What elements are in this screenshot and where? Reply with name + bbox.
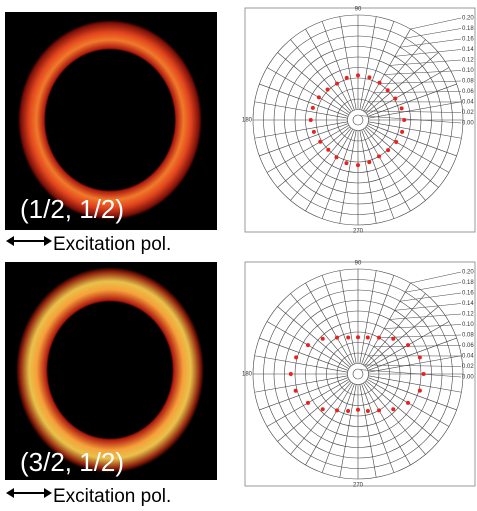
theta-tick-label: 90 [355, 261, 362, 267]
caption: Excitation pol. [53, 486, 171, 506]
data-point [326, 88, 330, 92]
data-point [326, 148, 330, 152]
data-point [377, 336, 381, 340]
r-tick-label: 0.10 [462, 322, 474, 328]
data-point [391, 337, 395, 341]
theta-tick-label: 270 [353, 483, 364, 489]
data-point [306, 401, 310, 405]
r-tick-label: 0.14 [462, 47, 474, 53]
r-tick-label: 0.12 [462, 312, 474, 318]
r-tick-label: 0.10 [462, 68, 474, 74]
data-point [346, 409, 350, 413]
r-tick-label: 0.00 [462, 375, 474, 381]
data-point [344, 161, 348, 165]
data-point [377, 154, 381, 158]
panel-label: (1/2, 1/2) [20, 194, 124, 224]
theta-tick-label: 180 [242, 372, 253, 378]
r-tick-label: 0.12 [462, 58, 474, 64]
data-point [391, 407, 395, 411]
data-point [346, 335, 350, 339]
theta-tick-label: 180 [242, 118, 253, 124]
r-tick-label: 0.20 [462, 270, 474, 276]
data-point [289, 372, 293, 376]
data-point [418, 355, 422, 359]
data-point [335, 336, 339, 340]
data-point [406, 401, 410, 405]
data-point [334, 155, 338, 159]
ring [16, 267, 204, 473]
data-point [309, 118, 313, 122]
r-tick-label: 0.04 [462, 354, 474, 360]
data-point [378, 81, 382, 85]
data-point [377, 408, 381, 412]
figure: (1/2, 1/2) (3/2, 1/2) Excitation pol. Ex… [0, 0, 477, 506]
data-point [335, 408, 339, 412]
r-tick-label: 0.00 [462, 121, 474, 127]
r-tick-label: 0.16 [462, 291, 474, 297]
r-tick-label: 0.06 [462, 343, 474, 349]
data-point [345, 76, 349, 80]
r-tick-label: 0.08 [462, 333, 474, 339]
data-point [402, 118, 406, 122]
r-tick-label: 0.02 [462, 364, 474, 370]
data-point [394, 140, 398, 144]
data-point [400, 130, 404, 134]
data-point [311, 106, 315, 110]
theta-tick-label: 90 [355, 7, 362, 13]
r-tick-label: 0.18 [462, 280, 474, 286]
data-point [306, 343, 310, 347]
r-tick-label: 0.04 [462, 100, 474, 106]
r-tick-label: 0.20 [462, 16, 474, 22]
data-point [294, 355, 298, 359]
data-point [386, 148, 390, 152]
data-point [317, 95, 321, 99]
data-point [418, 389, 422, 393]
data-point [356, 163, 360, 167]
data-point [400, 106, 404, 110]
data-point [393, 96, 397, 100]
data-point [366, 335, 370, 339]
r-tick-label: 0.16 [462, 37, 474, 43]
data-point [367, 75, 371, 79]
caption: Excitation pol. [53, 234, 171, 255]
data-point [406, 343, 410, 347]
data-point [321, 407, 325, 411]
data-point [312, 130, 316, 134]
r-tick-label: 0.14 [462, 301, 474, 307]
r-tick-label: 0.06 [462, 89, 474, 95]
data-point [366, 409, 370, 413]
data-point [356, 408, 360, 412]
data-point [356, 335, 360, 339]
ring [18, 20, 202, 220]
data-point [422, 372, 426, 376]
data-point [386, 88, 390, 92]
panel-label: (3/2, 1/2) [20, 447, 124, 477]
data-point [367, 160, 371, 164]
data-point [356, 73, 360, 77]
data-point [294, 389, 298, 393]
r-tick-label: 0.08 [462, 79, 474, 85]
r-tick-label: 0.18 [462, 26, 474, 32]
data-point [318, 140, 322, 144]
data-point [321, 337, 325, 341]
r-tick-label: 0.02 [462, 110, 474, 116]
theta-tick-label: 270 [353, 229, 364, 235]
data-point [335, 82, 339, 86]
